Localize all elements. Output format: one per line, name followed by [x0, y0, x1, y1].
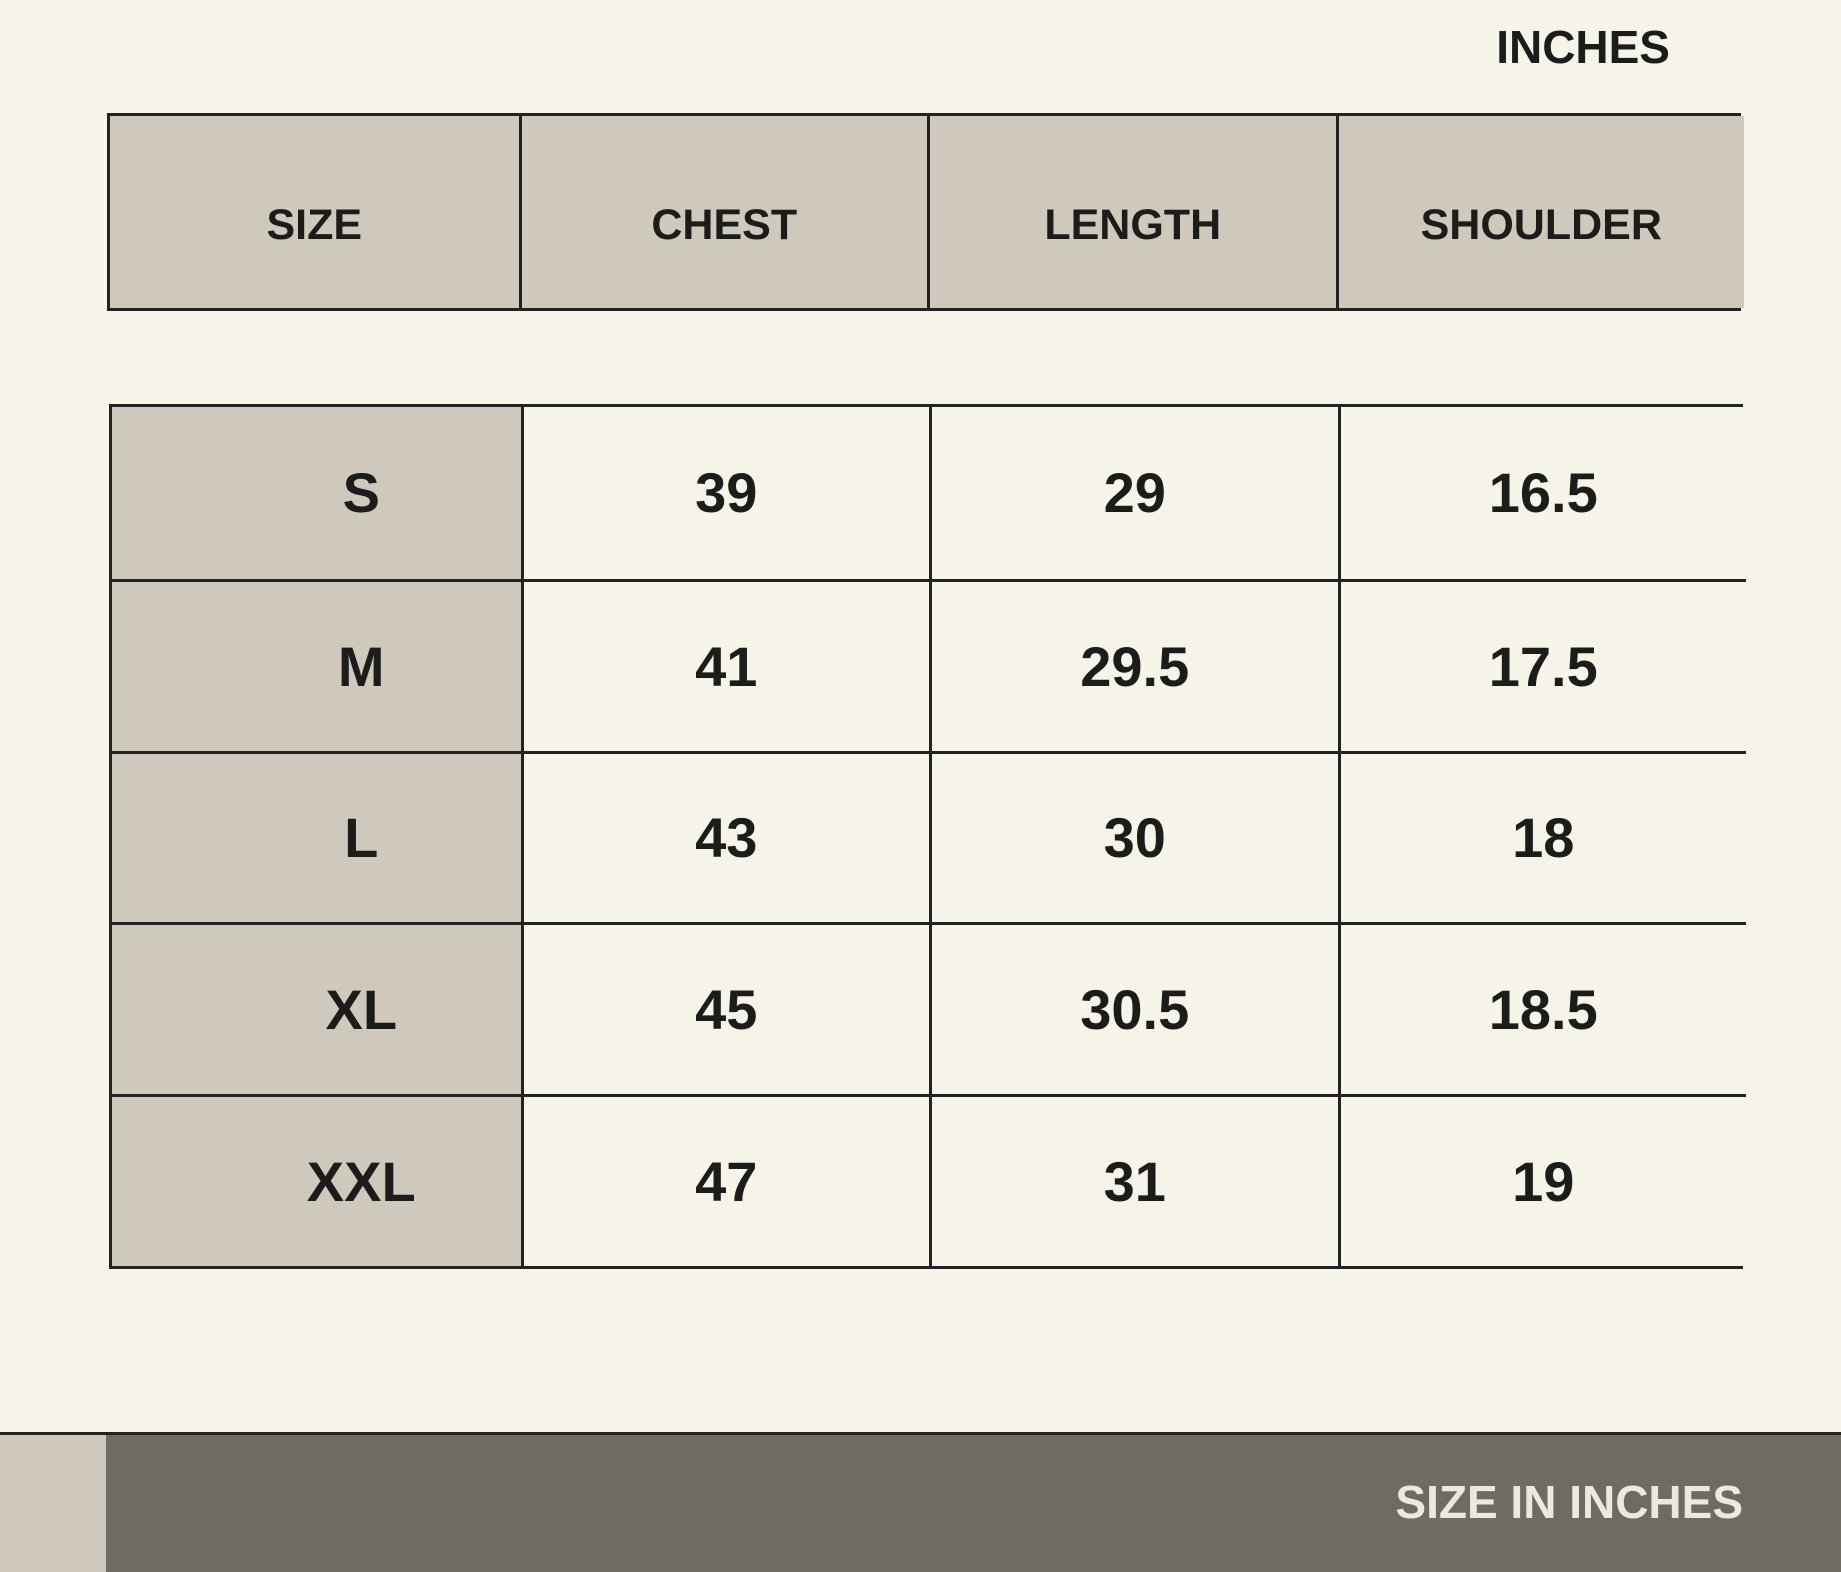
size-label: L [112, 750, 521, 923]
measurement: 39 [520, 407, 929, 579]
footer-accent [0, 1435, 106, 1572]
header-table: SIZE CHEST LENGTH SHOULDER [107, 113, 1744, 311]
header-cell: CHEST [518, 116, 927, 308]
measurement: 29 [929, 407, 1338, 579]
measurement: 30 [929, 750, 1338, 923]
header-cell: LENGTH [927, 116, 1336, 308]
size-label: M [112, 578, 521, 751]
measurement: 41 [520, 578, 929, 751]
header-cell: SHOULDER [1335, 116, 1744, 308]
measurement: 16.5 [1337, 407, 1746, 579]
size-label: S [112, 407, 521, 579]
measurement: 47 [520, 1094, 929, 1266]
measurement: 30.5 [929, 922, 1338, 1095]
size-label: XXL [112, 1094, 521, 1266]
unit-label: INCHES [1496, 21, 1670, 73]
size-table: S 39 29 16.5 M 41 29.5 17.5 L 43 30 18 XL 45 30.5 18.5 X… [109, 404, 1746, 1269]
footer-text: SIZE IN INCHES [1395, 1476, 1743, 1528]
measurement: 19 [1337, 1094, 1746, 1266]
measurement: 17.5 [1337, 578, 1746, 751]
measurement: 31 [929, 1094, 1338, 1266]
measurement: 43 [520, 750, 929, 923]
size-label: XL [112, 922, 521, 1095]
measurement: 45 [520, 922, 929, 1095]
header-cell: SIZE [110, 116, 519, 308]
measurement: 29.5 [929, 578, 1338, 751]
footer-bar [0, 1432, 1841, 1572]
measurement: 18 [1337, 750, 1746, 923]
measurement: 18.5 [1337, 922, 1746, 1095]
